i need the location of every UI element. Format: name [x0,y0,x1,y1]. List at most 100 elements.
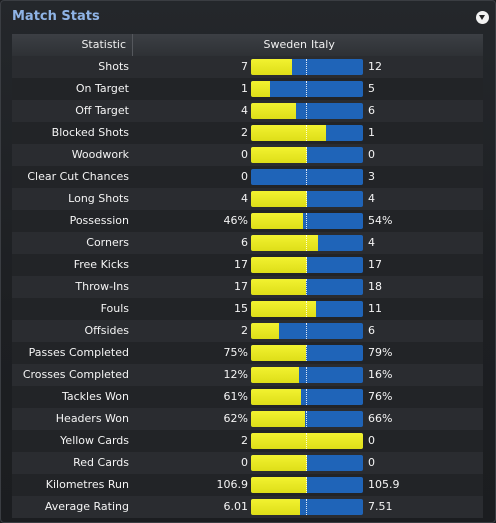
comparison-bar [251,477,363,493]
stat-label: On Target [75,82,129,95]
home-value: 7 [241,60,248,73]
comparison-bar [251,59,363,75]
away-value: 5 [368,82,375,95]
midpoint-marker [306,411,307,427]
table-row: Long Shots 4 4 [12,188,483,210]
table-row: Kilometres Run 106.9 105.9 [12,474,483,496]
midpoint-marker [306,345,307,361]
home-share-fill [251,191,307,207]
dropdown-arrow-icon[interactable] [476,11,489,24]
home-value: 2 [241,324,248,337]
table-row: On Target 1 5 [12,78,483,100]
away-value: 1 [368,126,375,139]
column-header-away-team[interactable]: Italy [311,38,335,51]
away-value: 0 [368,434,375,447]
comparison-bar [251,455,363,471]
column-header-home-team[interactable]: Sweden [263,38,307,51]
stat-label: Tackles Won [61,390,129,403]
away-value: 0 [368,148,375,161]
comparison-bar [251,213,363,229]
away-value: 18 [368,280,382,293]
away-value: 54% [368,214,393,227]
stats-table: Statistic Sweden Italy Shots 7 12 On Target… [12,34,483,518]
table-row: Average Rating 6.01 7.51 [12,496,483,518]
home-value: 0 [241,456,248,469]
stat-label: Long Shots [68,192,129,205]
comparison-bar [251,411,363,427]
comparison-bar [251,279,363,295]
stat-label: Corners [86,236,129,249]
home-value: 0 [241,170,248,183]
stats-rows: Shots 7 12 On Target 1 5 Off Target 4 6 Blocked S… [12,56,483,518]
table-row: Crosses Completed 12% 16% [12,364,483,386]
midpoint-marker [306,279,307,295]
column-header-statistic[interactable]: Statistic [81,38,126,51]
comparison-bar [251,499,363,515]
stat-label: Clear Cut Chances [27,170,129,183]
stat-label: Passes Completed [28,346,129,359]
away-value: 0 [368,456,375,469]
stat-label: Shots [98,60,129,73]
table-row: Headers Won 62% 66% [12,408,483,430]
home-share-fill [251,235,318,251]
comparison-bar [251,191,363,207]
midpoint-marker [306,235,307,251]
stat-label: Throw-Ins [75,280,129,293]
midpoint-marker [306,323,307,339]
stat-label: Off Target [75,104,129,117]
home-value: 2 [241,126,248,139]
away-value: 4 [368,236,375,249]
table-row: Possession 46% 54% [12,210,483,232]
table-header: Statistic Sweden Italy [12,34,483,57]
table-row: Offsides 2 6 [12,320,483,342]
away-value: 105.9 [368,478,400,491]
away-value: 4 [368,192,375,205]
midpoint-marker [306,499,307,515]
home-share-fill [251,499,300,515]
midpoint-marker [306,169,307,185]
table-row: Blocked Shots 2 1 [12,122,483,144]
table-row: Red Cards 0 0 [12,452,483,474]
table-row: Throw-Ins 17 18 [12,276,483,298]
midpoint-marker [306,191,307,207]
home-value: 0 [241,148,248,161]
home-share-fill [251,367,299,383]
home-value: 75% [223,346,248,359]
away-value: 79% [368,346,393,359]
table-row: Clear Cut Chances 0 3 [12,166,483,188]
stat-label: Fouls [100,302,129,315]
home-share-fill [251,301,316,317]
home-value: 2 [241,434,248,447]
midpoint-marker [306,147,307,163]
stat-label: Yellow Cards [60,434,129,447]
stat-label: Blocked Shots [51,126,129,139]
midpoint-marker [306,389,307,405]
comparison-bar [251,81,363,97]
midpoint-marker [306,301,307,317]
table-row: Fouls 15 11 [12,298,483,320]
midpoint-marker [306,433,307,449]
away-value: 12 [368,60,382,73]
stat-label: Crosses Completed [22,368,129,381]
home-share-fill [251,389,301,405]
midpoint-marker [306,213,307,229]
midpoint-marker [306,477,307,493]
home-share-fill [251,147,307,163]
stat-label: Red Cards [73,456,129,469]
away-value: 76% [368,390,393,403]
comparison-bar [251,323,363,339]
home-share-fill [251,455,307,471]
home-share-fill [251,345,306,361]
table-row: Shots 7 12 [12,56,483,78]
home-value: 17 [234,280,248,293]
stat-label: Offsides [84,324,129,337]
home-value: 4 [241,104,248,117]
stat-label: Possession [69,214,129,227]
stat-label: Woodwork [71,148,129,161]
table-row: Yellow Cards 2 0 [12,430,483,452]
table-row: Corners 6 4 [12,232,483,254]
home-value: 106.9 [216,478,249,491]
away-value: 16% [368,368,393,381]
home-share-fill [251,59,292,75]
home-share-fill [251,125,326,141]
